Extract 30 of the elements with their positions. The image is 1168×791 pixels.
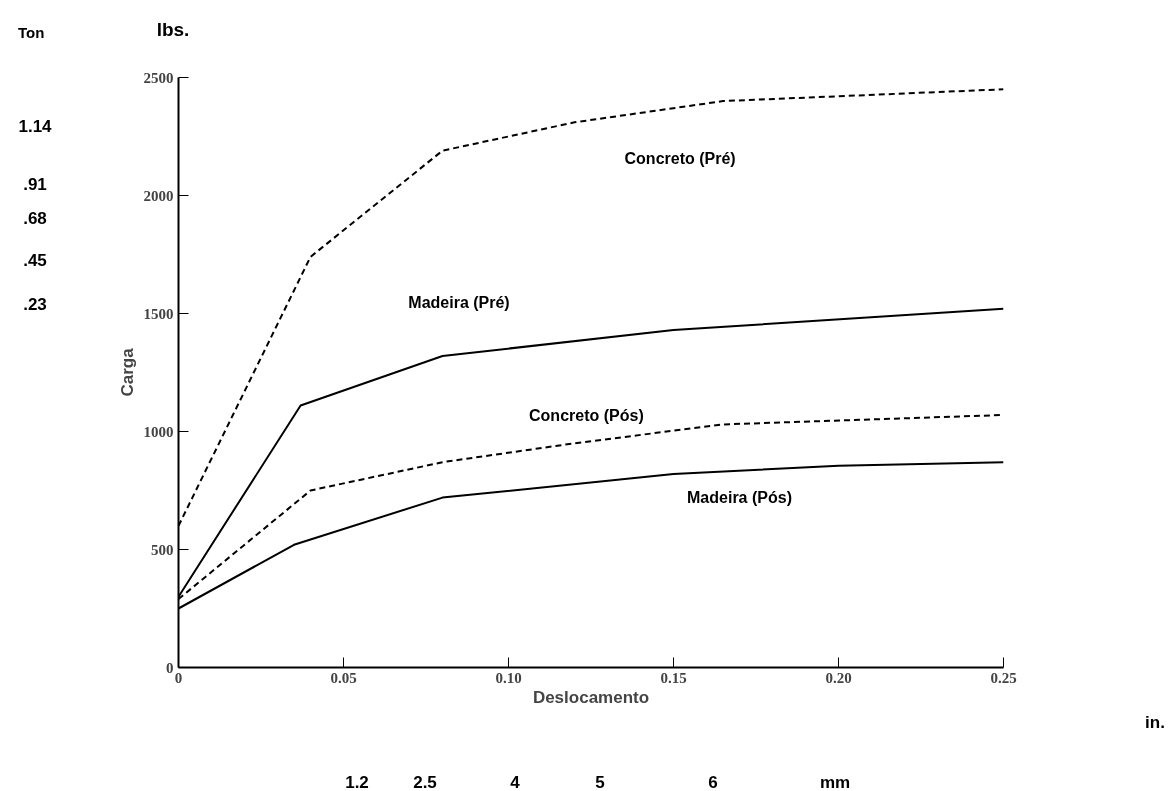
text: 6: [708, 771, 718, 791]
y-tick-label: 1000: [143, 423, 174, 440]
y-tick-label: 1500: [143, 305, 174, 322]
y-tick-label: 2000: [143, 187, 174, 204]
y-axis-title: Carga: [117, 347, 137, 397]
text: 4: [510, 771, 520, 791]
x-tick-label: 0.25: [990, 669, 1017, 686]
text: 1.14: [18, 115, 52, 138]
text: 5: [595, 771, 605, 791]
series-label: Madeira (Pós): [687, 489, 792, 507]
text: 2.5: [413, 771, 437, 791]
text: lbs.: [156, 18, 190, 43]
text: Ton: [18, 23, 45, 44]
text: Madeira (Pré): [408, 293, 510, 311]
text: .68: [23, 207, 47, 230]
text: .23: [23, 293, 47, 316]
text: .45: [23, 249, 47, 272]
x-tick-label: 0.20: [825, 669, 852, 686]
y-tick-label: 500: [151, 541, 174, 558]
text: .91: [23, 173, 47, 196]
x-axis-title: Deslocamento: [532, 687, 650, 707]
text: in.: [1145, 711, 1165, 734]
text: mm: [819, 771, 851, 791]
series-label: Concreto (Pós): [529, 406, 644, 424]
text: Concreto (Pré): [624, 149, 736, 167]
x-tick-label: 0.05: [330, 669, 357, 686]
text: 1.2: [345, 771, 369, 791]
y-tick-label: 2500: [143, 69, 174, 86]
x-tick-label: 0.10: [495, 669, 522, 686]
x-tick-label: 0.15: [660, 669, 687, 686]
